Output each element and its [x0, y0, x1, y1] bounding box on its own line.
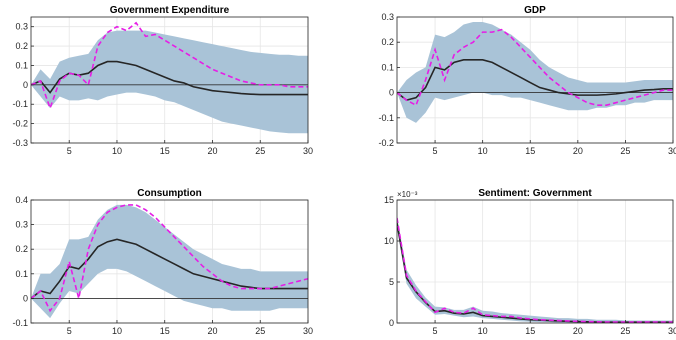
confidence-band	[397, 216, 673, 323]
y-tick-label: 0.2	[15, 41, 28, 51]
y-tick-label: 0.2	[381, 37, 394, 47]
axes-box	[396, 199, 674, 324]
chart-panel-1: 5 10 15 20 25 30 -0.3 -0.2 -0.1 0 0.1 0.2 0.3 Governm…	[12, 5, 313, 156]
x-tick-label: 15	[160, 146, 170, 156]
y-tick-label: 0	[389, 318, 394, 328]
y-tick-label: 0	[23, 80, 28, 90]
y-tick-label: 0.1	[15, 269, 28, 279]
x-tick-label: 25	[620, 326, 630, 336]
x-tick-label: 25	[255, 146, 265, 156]
chart-panel-2: 5 10 15 20 25 30 -0.2 -0.1 0 0.1 0.2 0.3 GDP	[378, 5, 676, 156]
chart-title: Consumption	[137, 188, 201, 199]
chart-panel-4: 5 10 15 20 25 30 0 5 10 15 Sentiment: Government ×1…	[384, 188, 676, 336]
x-tick-label: 10	[112, 146, 122, 156]
x-tick-label: 25	[255, 326, 265, 336]
x-tick-label: 10	[478, 326, 488, 336]
dashed-line	[397, 217, 673, 323]
y-tick-label: -0.1	[378, 113, 394, 123]
y-tick-label: 0.2	[15, 244, 28, 254]
y-tick-label: 15	[384, 195, 394, 205]
y-tick-label: 5	[389, 277, 394, 287]
plot-area	[397, 216, 673, 323]
median-line	[397, 59, 673, 102]
dashed-line	[31, 21, 308, 111]
x-tick-label: 15	[160, 326, 170, 336]
confidence-band	[397, 22, 673, 123]
y-tick-label: 0.4	[15, 195, 28, 205]
x-tick-label: 5	[67, 146, 72, 156]
y-tick-label: -0.3	[12, 138, 28, 148]
y-tick-label: -0.2	[12, 119, 28, 129]
y-tick-label: 0.1	[381, 62, 394, 72]
plot-area	[31, 204, 308, 319]
x-tick-label: 20	[573, 326, 583, 336]
confidence-band	[31, 30, 308, 134]
x-tick-label: 15	[525, 326, 535, 336]
axes-box	[30, 199, 309, 324]
x-tick-label: 30	[303, 326, 313, 336]
dashed-line	[31, 204, 308, 313]
y-tick-label: 10	[384, 236, 394, 246]
chart-title: Government Expenditure	[110, 5, 230, 16]
x-tick-label: 30	[668, 146, 676, 156]
x-tick-label: 20	[207, 326, 217, 336]
y-tick-label: -0.1	[12, 318, 28, 328]
chart-panel-3: 5 10 15 20 25 30 -0.1 0 0.1 0.2 0.3 0.4 Consumption	[12, 188, 313, 336]
x-tick-label: 10	[478, 146, 488, 156]
y-tick-label: 0	[23, 293, 28, 303]
plot-area	[31, 21, 308, 134]
x-tick-label: 30	[303, 146, 313, 156]
chart-title: GDP	[524, 5, 546, 16]
x-tick-label: 10	[112, 326, 122, 336]
x-tick-label: 30	[668, 326, 676, 336]
x-tick-label: 25	[620, 146, 630, 156]
x-tick-label: 20	[207, 146, 217, 156]
axes-box	[396, 16, 674, 144]
y-tick-label: 0.3	[15, 22, 28, 32]
y-tick-label: -0.1	[12, 99, 28, 109]
x-tick-label: 5	[67, 326, 72, 336]
x-tick-label: 5	[433, 146, 438, 156]
dashed-line	[397, 28, 673, 107]
y-tick-label: 0	[389, 88, 394, 98]
y-tick-label: 0.1	[15, 60, 28, 70]
y-tick-label: 0.3	[381, 12, 394, 22]
chart-title: Sentiment: Government	[478, 188, 592, 199]
x-tick-label: 5	[433, 326, 438, 336]
y-tick-label: 0.3	[15, 220, 28, 230]
y-exponent-label: ×10⁻³	[397, 190, 418, 199]
plot-area	[397, 22, 673, 123]
x-tick-label: 20	[573, 146, 583, 156]
axes-box	[30, 16, 309, 144]
x-tick-label: 15	[525, 146, 535, 156]
y-tick-label: -0.2	[378, 138, 394, 148]
